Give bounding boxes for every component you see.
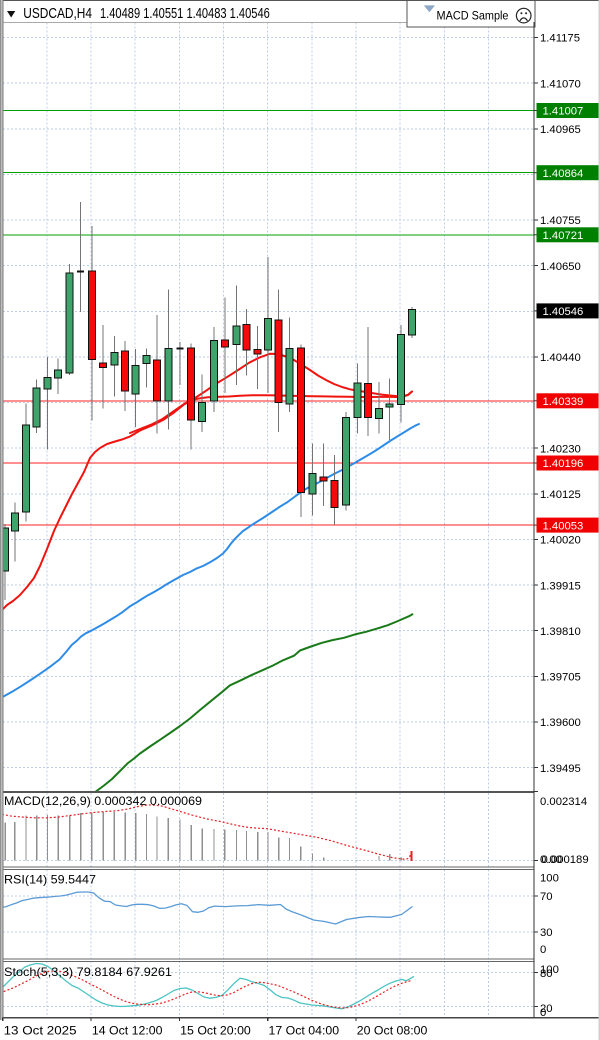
svg-text:USDCAD,H4: USDCAD,H4 [23,6,92,22]
svg-text:Stoch(5,3,3) 79.8184 67.9261: Stoch(5,3,3) 79.8184 67.9261 [4,965,172,979]
svg-text:0: 0 [540,1007,546,1019]
svg-text:MACD Sample: MACD Sample [437,8,509,22]
svg-text:17 Oct 04:00: 17 Oct 04:00 [269,1024,340,1038]
svg-text:0.002314: 0.002314 [540,796,587,808]
svg-text:1.40196: 1.40196 [543,458,584,470]
svg-text:1.40864: 1.40864 [543,168,584,180]
svg-text:1.40440: 1.40440 [540,352,581,364]
svg-text:70: 70 [540,891,553,903]
svg-text:1.40053: 1.40053 [543,520,584,532]
svg-text:13 Oct 2025: 13 Oct 2025 [4,1024,77,1038]
svg-text:80: 80 [540,968,553,980]
svg-text:1.39915: 1.39915 [540,580,581,592]
svg-text:1.40965: 1.40965 [540,124,581,136]
svg-text:100: 100 [540,873,559,885]
svg-text:MACD(12,26,9) 0.000342 0.00006: MACD(12,26,9) 0.000342 0.000069 [4,794,202,808]
svg-text:30: 30 [540,927,553,939]
svg-text:1.41070: 1.41070 [540,78,581,90]
svg-text:1.39705: 1.39705 [540,672,581,684]
svg-text:1.40721: 1.40721 [543,230,584,242]
svg-text:100: 100 [540,964,559,976]
svg-text:1.40755: 1.40755 [540,215,581,227]
svg-text:20 Oct 08:00: 20 Oct 08:00 [357,1024,428,1038]
svg-text:1.39810: 1.39810 [540,626,581,638]
svg-text:1.41007: 1.41007 [543,106,584,118]
svg-text:1.40020: 1.40020 [540,535,581,547]
svg-text:15 Oct 20:00: 15 Oct 20:00 [180,1024,251,1038]
svg-text:1.39495: 1.39495 [540,763,581,775]
svg-text:1.40230: 1.40230 [540,443,581,455]
svg-text:20: 20 [540,1003,553,1015]
svg-text:1.41175: 1.41175 [540,33,580,45]
svg-text:RSI(14) 59.5447: RSI(14) 59.5447 [4,873,96,887]
svg-text:1.40125: 1.40125 [540,489,581,501]
svg-text:1.40489 1.40551 1.40483 1.4054: 1.40489 1.40551 1.40483 1.40546 [100,6,270,22]
svg-text:1.39600: 1.39600 [540,717,581,729]
svg-text:1.40546: 1.40546 [543,306,584,318]
svg-text:14 Oct 12:00: 14 Oct 12:00 [92,1024,163,1038]
svg-text:1.40650: 1.40650 [540,261,581,273]
svg-text:0.00: 0.00 [540,854,562,866]
svg-text:1.40339: 1.40339 [543,396,584,408]
svg-text:0: 0 [540,944,546,956]
svg-text:0.000189: 0.000189 [542,854,589,866]
